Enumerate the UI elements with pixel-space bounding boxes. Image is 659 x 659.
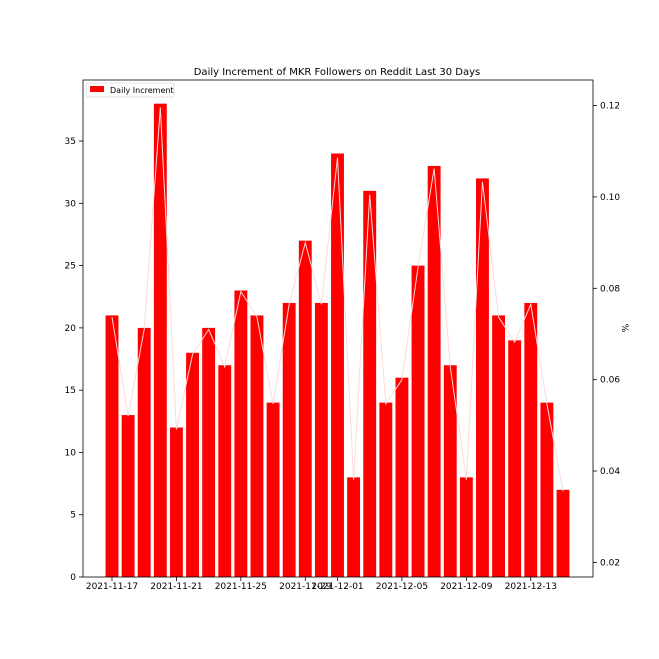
- bar: [524, 302, 538, 577]
- bar: [186, 352, 199, 577]
- bars-group: [105, 103, 570, 578]
- bar: [379, 402, 393, 577]
- x-tick-label: 2021-11-17: [86, 582, 138, 592]
- bar: [250, 315, 264, 577]
- y-tick-label: 25: [65, 262, 76, 272]
- bar: [153, 103, 167, 578]
- y-tick-label: 15: [65, 386, 76, 396]
- bar: [202, 327, 216, 577]
- y-tick-label: 35: [65, 137, 76, 147]
- bar: [540, 402, 554, 577]
- y-tick-label: 0: [70, 573, 76, 583]
- bar: [476, 178, 489, 577]
- y2-tick-label: 0.12: [600, 102, 620, 112]
- y2-tick-label: 0.06: [600, 376, 620, 386]
- y2-tick-label: 0.04: [600, 467, 620, 477]
- y-tick-label: 5: [70, 511, 76, 521]
- bar: [492, 315, 506, 577]
- bar: [363, 190, 377, 577]
- y-tick-label: 10: [65, 448, 77, 458]
- bar: [218, 365, 232, 577]
- legend-swatch: [90, 86, 104, 92]
- x-axis: 2021-11-17 2021-11-21 2021-11-25 2021-11-29…: [86, 577, 557, 592]
- legend-label: Daily Increment: [110, 86, 174, 95]
- bar: [137, 327, 151, 577]
- bar: [556, 489, 570, 577]
- x-tick-label: 2021-11-21: [150, 582, 202, 592]
- left-y-axis: 0 5 10 15 20 25 30 35: [65, 137, 83, 583]
- bar: [411, 265, 425, 577]
- bar: [266, 402, 280, 577]
- y-tick-label: 30: [65, 199, 77, 209]
- plot-frame: [82, 79, 594, 578]
- bar: [298, 240, 312, 577]
- bar: [459, 477, 473, 577]
- bar: [169, 427, 183, 577]
- x-tick-label: 2021-12-13: [505, 582, 557, 592]
- percent-line: [111, 107, 564, 492]
- bar: [105, 315, 119, 577]
- percent-line-group: [111, 107, 564, 492]
- right-y-axis: 0.02 0.04 0.06 0.08 0.10 0.12: [593, 102, 620, 568]
- bar: [282, 302, 296, 577]
- x-tick-label: 2021-12-01: [311, 582, 363, 592]
- bar: [508, 340, 522, 577]
- y2-tick-label: 0.08: [600, 284, 620, 294]
- bar: [443, 365, 457, 577]
- x-tick-label: 2021-11-25: [215, 582, 267, 592]
- y2-tick-label: 0.02: [600, 558, 620, 568]
- bar: [331, 153, 344, 578]
- bar: [347, 477, 361, 577]
- y2-tick-label: 0.10: [600, 193, 620, 203]
- bar: [234, 290, 248, 577]
- legend-box: [85, 82, 175, 98]
- right-axis-label: %: [619, 324, 629, 333]
- chart-title: Daily Increment of MKR Followers on Redd…: [194, 67, 481, 78]
- y-tick-label: 20: [65, 324, 77, 334]
- bar: [395, 377, 409, 577]
- legend: Daily Increment: [85, 82, 175, 98]
- bar: [427, 165, 441, 577]
- bar: [121, 415, 135, 577]
- x-tick-label: 2021-11-29: [279, 582, 332, 592]
- bar: [314, 302, 328, 577]
- x-tick-label: 2021-12-05: [376, 582, 428, 592]
- x-tick-label: 2021-12-09: [440, 582, 493, 592]
